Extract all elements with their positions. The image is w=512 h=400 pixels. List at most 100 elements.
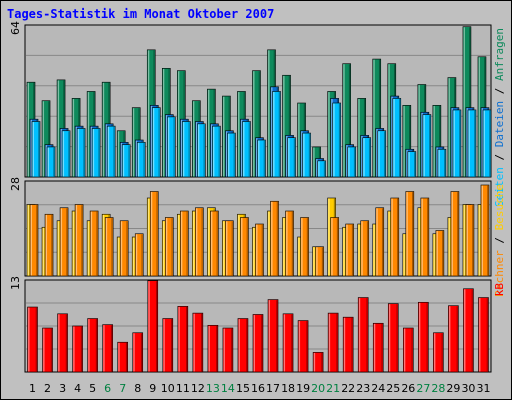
bottom-bar-kb-day-28	[433, 332, 444, 373]
bottom-bar-kb-day-25	[387, 303, 399, 373]
x-tick-day-28: 28	[431, 382, 445, 395]
top-bar-seiten-day-3	[61, 130, 71, 178]
top-bar-seiten-day-14	[227, 132, 236, 178]
x-tick-day-2: 2	[44, 382, 51, 395]
bottom-bar-kb-day-18	[282, 313, 294, 373]
middle-bar-rechner-day-7	[119, 220, 129, 277]
top-bar-seiten-day-28	[437, 148, 447, 178]
top-bar-seiten-day-12	[197, 123, 206, 178]
middle-bar-rechner-day-31	[480, 184, 490, 277]
middle-bar-rechner-day-27	[420, 197, 430, 277]
x-tick-day-10: 10	[161, 382, 175, 395]
top-bar-seiten-day-10	[166, 116, 176, 178]
top-bar-seiten-day-27	[422, 114, 432, 178]
top-bar-seiten-day-31	[482, 109, 492, 178]
bottom-bar-kb-day-2	[42, 327, 53, 373]
bottom-bar-kb-day-7	[117, 341, 128, 373]
middle-bar-rechner-day-22	[345, 223, 354, 277]
bottom-bar-kb-day-29	[448, 305, 459, 373]
bottom-bar-kb-day-31	[478, 297, 489, 373]
top-bar-seiten-day-8	[136, 142, 146, 178]
chart-title: Tages-Statistik im Monat Oktober 2007	[7, 7, 275, 21]
x-tick-day-5: 5	[89, 382, 96, 395]
middle-bar-rechner-day-21	[330, 217, 339, 277]
bottom-bar-kb-day-5	[87, 318, 98, 373]
middle-bar-rechner-day-17	[270, 200, 279, 277]
bottom-bar-kb-day-4	[72, 325, 83, 373]
bottom-bar-kb-day-1	[27, 306, 38, 373]
middle-bar-rechner-day-30	[465, 204, 475, 277]
bottom-bar-kb-day-3	[57, 313, 68, 373]
bottom-bar-kb-day-6	[102, 324, 113, 373]
x-tick-day-20: 20	[311, 382, 325, 395]
x-tick-day-25: 25	[386, 382, 400, 395]
x-tick-day-18: 18	[281, 382, 295, 395]
x-tick-day-14: 14	[221, 382, 235, 395]
bottom-bar-kb-day-10	[162, 318, 174, 373]
middle-bar-rechner-day-1	[29, 204, 39, 277]
top-bar-seiten-day-16	[257, 139, 266, 178]
bottom-bar-kb-day-23	[357, 297, 369, 373]
top-legend-part: /	[493, 81, 506, 101]
top-bar-seiten-day-7	[121, 144, 131, 178]
middle-bar-rechner-day-13	[210, 210, 219, 277]
middle-bar-rechner-day-16	[255, 223, 264, 277]
middle-bar-rechner-day-15	[240, 217, 249, 277]
x-tick-day-4: 4	[74, 382, 81, 395]
top-bar-seiten-day-11	[182, 121, 191, 178]
bottom-bar-kb-day-9	[147, 280, 159, 373]
top-bar-seiten-day-4	[76, 128, 86, 178]
x-tick-day-7: 7	[119, 382, 126, 395]
x-tick-day-16: 16	[251, 382, 265, 395]
bottom-legend-part: kB	[493, 283, 506, 297]
middle-bar-rechner-day-23	[360, 220, 370, 277]
top-legend-part: /	[493, 147, 506, 167]
x-tick-day-31: 31	[476, 382, 490, 395]
middle-bar-rechner-day-29	[450, 191, 460, 277]
top-bar-seiten-day-23	[362, 137, 372, 178]
top-bar-seiten-day-9	[151, 107, 161, 178]
top-bar-seiten-day-20	[317, 160, 326, 178]
top-bar-seiten-day-15	[242, 121, 251, 178]
middle-bar-rechner-day-26	[405, 191, 415, 277]
top-bar-seiten-day-5	[91, 128, 101, 178]
x-tick-day-27: 27	[416, 382, 430, 395]
top-bar-seiten-day-13	[212, 125, 221, 178]
bottom-bar-kb-day-13	[207, 324, 219, 373]
x-tick-day-6: 6	[104, 382, 111, 395]
x-tick-day-1: 1	[29, 382, 36, 395]
bottom-bar-kb-day-17	[267, 299, 279, 373]
bottom-bar-kb-day-8	[132, 332, 144, 373]
bottom-bar-kb-day-16	[252, 314, 264, 373]
bottom-bar-kb-day-15	[237, 318, 249, 373]
x-tick-day-13: 13	[206, 382, 220, 395]
bottom-legend-label: kB	[493, 283, 506, 297]
top-bar-seiten-day-17	[272, 91, 281, 178]
top-bar-seiten-day-26	[407, 151, 417, 178]
top-bar-seiten-day-19	[302, 132, 311, 178]
bottom-bar-kb-day-11	[177, 306, 189, 373]
x-tick-day-21: 21	[326, 382, 340, 395]
middle-bar-rechner-day-4	[74, 204, 84, 277]
bottom-bar-kb-day-20	[312, 352, 324, 373]
bottom-bar-kb-day-24	[372, 322, 384, 373]
middle-legend-part: /	[493, 230, 506, 250]
middle-bar-rechner-day-14	[225, 220, 234, 277]
middle-bar-rechner-day-8	[134, 233, 144, 277]
middle-bar-rechner-day-25	[390, 197, 400, 277]
top-bar-seiten-day-6	[106, 125, 116, 178]
top-bar-seiten-day-1	[31, 121, 41, 178]
bottom-bar-kb-day-27	[418, 301, 429, 373]
top-bar-seiten-day-18	[287, 137, 296, 178]
bottom-bar-kb-day-12	[192, 312, 204, 373]
top-legend-part: Anfragen	[493, 28, 506, 81]
bottom-bar-kb-day-19	[297, 320, 309, 373]
x-tick-day-22: 22	[341, 382, 355, 395]
x-tick-day-24: 24	[371, 382, 385, 395]
bottom-bar-kb-day-21	[327, 312, 339, 373]
x-tick-day-23: 23	[356, 382, 370, 395]
middle-bar-rechner-day-12	[195, 207, 204, 277]
middle-bar-rechner-day-20	[315, 246, 324, 277]
top-bar-seiten-day-25	[392, 98, 402, 178]
